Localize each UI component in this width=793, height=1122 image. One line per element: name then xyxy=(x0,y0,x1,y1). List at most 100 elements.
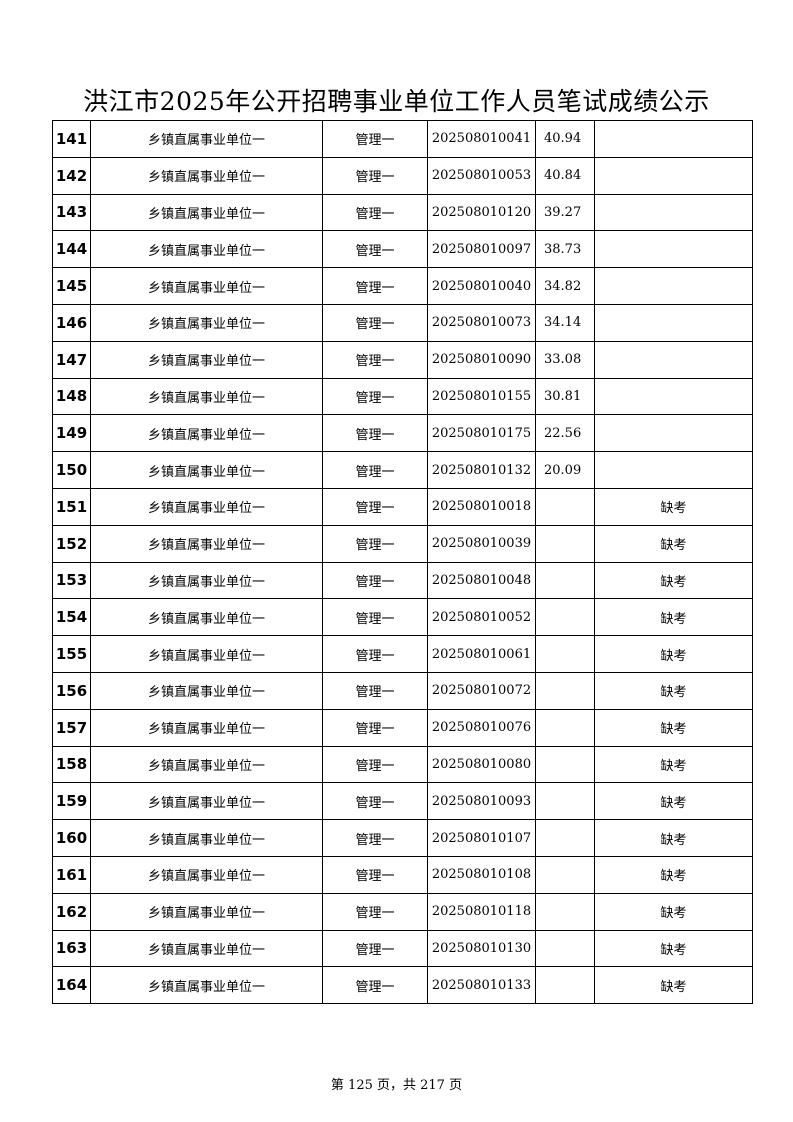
table-row: 146 乡镇直属事业单位一 管理一 202508010073 34.14 xyxy=(52,303,753,342)
post-name: 管理一 xyxy=(322,929,428,968)
ticket-number: 202508010133 xyxy=(427,966,536,1005)
unit-name: 乡镇直属事业单位一 xyxy=(90,230,323,269)
ticket-number: 202508010107 xyxy=(427,819,536,857)
written-score xyxy=(535,524,595,563)
written-score: 20.09 xyxy=(535,451,595,489)
written-score: 34.82 xyxy=(535,267,595,305)
row-number: 144 xyxy=(52,230,91,269)
row-number: 152 xyxy=(52,524,91,563)
score-table: 141 乡镇直属事业单位一 管理一 202508010041 40.94 142 乡镇直属事… xyxy=(52,120,753,1005)
table-row: 156 乡镇直属事业单位一 管理一 202508010072 缺考 xyxy=(52,671,753,710)
row-number: 154 xyxy=(52,598,91,637)
written-score xyxy=(535,966,595,1005)
unit-name: 乡镇直属事业单位一 xyxy=(90,414,323,453)
ticket-number: 202508010072 xyxy=(427,671,536,710)
unit-name: 乡镇直属事业单位一 xyxy=(90,745,323,784)
remark xyxy=(594,414,753,453)
table-row: 163 乡镇直属事业单位一 管理一 202508010130 缺考 xyxy=(52,929,753,968)
unit-name: 乡镇直属事业单位一 xyxy=(90,671,323,710)
row-number: 156 xyxy=(52,671,91,710)
table-row: 160 乡镇直属事业单位一 管理一 202508010107 缺考 xyxy=(52,819,753,857)
post-name: 管理一 xyxy=(322,635,428,673)
unit-name: 乡镇直属事业单位一 xyxy=(90,708,323,747)
remark xyxy=(594,267,753,305)
unit-name: 乡镇直属事业单位一 xyxy=(90,966,323,1005)
unit-name: 乡镇直属事业单位一 xyxy=(90,267,323,305)
row-number: 158 xyxy=(52,745,91,784)
row-number: 149 xyxy=(52,414,91,453)
written-score xyxy=(535,745,595,784)
ticket-number: 202508010155 xyxy=(427,377,536,416)
written-score: 40.94 xyxy=(535,120,595,158)
unit-name: 乡镇直属事业单位一 xyxy=(90,524,323,563)
ticket-number: 202508010052 xyxy=(427,598,536,637)
post-name: 管理一 xyxy=(322,267,428,305)
table-row: 148 乡镇直属事业单位一 管理一 202508010155 30.81 xyxy=(52,377,753,416)
unit-name: 乡镇直属事业单位一 xyxy=(90,303,323,342)
post-name: 管理一 xyxy=(322,524,428,563)
ticket-number: 202508010018 xyxy=(427,487,536,526)
table-row: 145 乡镇直属事业单位一 管理一 202508010040 34.82 xyxy=(52,267,753,305)
written-score: 30.81 xyxy=(535,377,595,416)
table-row: 142 乡镇直属事业单位一 管理一 202508010053 40.84 xyxy=(52,156,753,195)
row-number: 160 xyxy=(52,819,91,857)
unit-name: 乡镇直属事业单位一 xyxy=(90,561,323,600)
post-name: 管理一 xyxy=(322,892,428,931)
post-name: 管理一 xyxy=(322,708,428,747)
written-score: 34.14 xyxy=(535,303,595,342)
table-row: 155 乡镇直属事业单位一 管理一 202508010061 缺考 xyxy=(52,635,753,673)
table-row: 157 乡镇直属事业单位一 管理一 202508010076 缺考 xyxy=(52,708,753,747)
ticket-number: 202508010061 xyxy=(427,635,536,673)
row-number: 145 xyxy=(52,267,91,305)
remark: 缺考 xyxy=(594,819,753,857)
written-score xyxy=(535,598,595,637)
remark: 缺考 xyxy=(594,561,753,600)
ticket-number: 202508010118 xyxy=(427,892,536,931)
ticket-number: 202508010040 xyxy=(427,267,536,305)
written-score xyxy=(535,855,595,894)
post-name: 管理一 xyxy=(322,303,428,342)
ticket-number: 202508010132 xyxy=(427,451,536,489)
ticket-number: 202508010120 xyxy=(427,193,536,232)
ticket-number: 202508010175 xyxy=(427,414,536,453)
table-row: 154 乡镇直属事业单位一 管理一 202508010052 缺考 xyxy=(52,598,753,637)
table-row: 147 乡镇直属事业单位一 管理一 202508010090 33.08 xyxy=(52,340,753,379)
post-name: 管理一 xyxy=(322,414,428,453)
post-name: 管理一 xyxy=(322,598,428,637)
table-row: 159 乡镇直属事业单位一 管理一 202508010093 缺考 xyxy=(52,782,753,821)
written-score xyxy=(535,892,595,931)
row-number: 164 xyxy=(52,966,91,1005)
remark: 缺考 xyxy=(594,892,753,931)
row-number: 162 xyxy=(52,892,91,931)
post-name: 管理一 xyxy=(322,819,428,857)
unit-name: 乡镇直属事业单位一 xyxy=(90,377,323,416)
ticket-number: 202508010076 xyxy=(427,708,536,747)
written-score xyxy=(535,635,595,673)
table-row: 141 乡镇直属事业单位一 管理一 202508010041 40.94 xyxy=(52,120,753,158)
row-number: 163 xyxy=(52,929,91,968)
row-number: 150 xyxy=(52,451,91,489)
ticket-number: 202508010041 xyxy=(427,120,536,158)
ticket-number: 202508010130 xyxy=(427,929,536,968)
written-score: 33.08 xyxy=(535,340,595,379)
remark: 缺考 xyxy=(594,966,753,1005)
unit-name: 乡镇直属事业单位一 xyxy=(90,340,323,379)
written-score xyxy=(535,819,595,857)
page-footer: 第 125 页，共 217 页 xyxy=(330,1078,463,1093)
post-name: 管理一 xyxy=(322,561,428,600)
unit-name: 乡镇直属事业单位一 xyxy=(90,193,323,232)
written-score: 22.56 xyxy=(535,414,595,453)
written-score: 40.84 xyxy=(535,156,595,195)
ticket-number: 202508010048 xyxy=(427,561,536,600)
remark: 缺考 xyxy=(594,487,753,526)
post-name: 管理一 xyxy=(322,377,428,416)
row-number: 161 xyxy=(52,855,91,894)
row-number: 148 xyxy=(52,377,91,416)
written-score xyxy=(535,487,595,526)
row-number: 142 xyxy=(52,156,91,195)
table-row: 149 乡镇直属事业单位一 管理一 202508010175 22.56 xyxy=(52,414,753,453)
remark xyxy=(594,120,753,158)
remark: 缺考 xyxy=(594,635,753,673)
row-number: 151 xyxy=(52,487,91,526)
ticket-number: 202508010097 xyxy=(427,230,536,269)
